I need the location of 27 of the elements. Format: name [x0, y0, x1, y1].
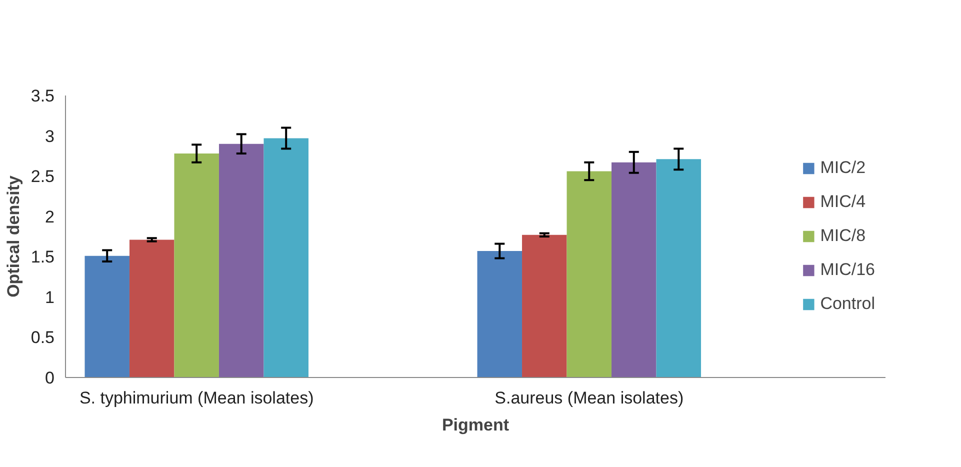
bar — [612, 162, 656, 378]
y-tick-label: 1 — [45, 288, 55, 307]
bar — [218, 144, 264, 378]
bar — [84, 256, 130, 378]
x-tick-label: S. typhimurium (Mean isolates) — [79, 388, 314, 408]
bar — [656, 159, 702, 378]
y-tick-label: 0.5 — [30, 328, 55, 348]
y-tick-label: 2 — [45, 207, 55, 226]
legend-label: MIC/4 — [820, 192, 866, 212]
y-axis-title: Optical density — [4, 175, 23, 298]
bar — [566, 171, 612, 378]
x-tick-label: S.aureus (Mean isolates) — [494, 388, 684, 408]
legend-label: MIC/16 — [820, 260, 875, 280]
legend-label: MIC/8 — [820, 226, 866, 246]
y-tick-label: 2.5 — [30, 167, 55, 186]
bar — [174, 154, 219, 378]
bar — [264, 138, 308, 378]
bar — [477, 251, 522, 378]
x-axis-title: Pigment — [442, 416, 510, 434]
legend-label: Control — [820, 294, 875, 314]
y-tick-label: 3 — [45, 126, 55, 146]
y-tick-label: 0 — [45, 368, 55, 388]
bar — [522, 234, 567, 378]
legend-label: MIC/2 — [820, 158, 866, 178]
bar — [129, 240, 174, 378]
y-tick-label: 3.5 — [30, 86, 55, 106]
y-tick-label: 1.5 — [30, 248, 55, 267]
